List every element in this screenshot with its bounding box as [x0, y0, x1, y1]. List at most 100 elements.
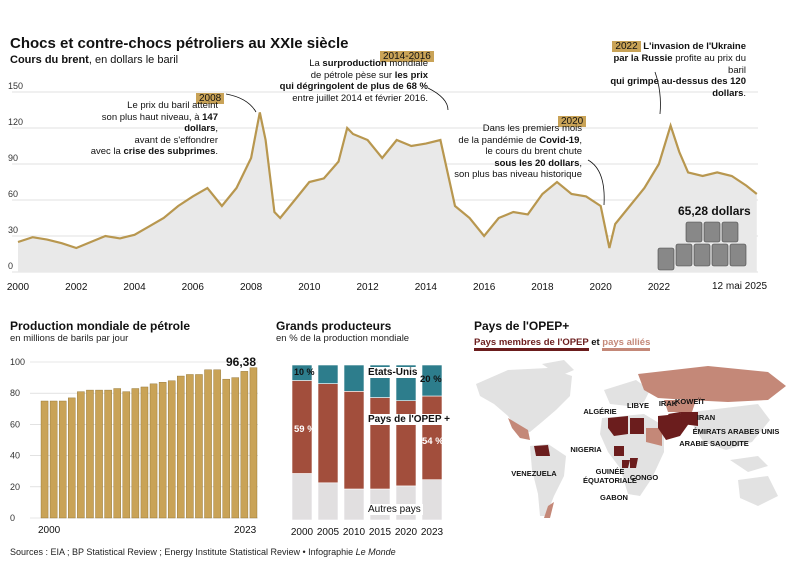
annotation-arrows [225, 71, 661, 206]
label-congo: CONGO [630, 473, 659, 482]
arrow-2020 [587, 159, 605, 206]
map-legend: Pays membres de l'OPEP et pays alliés [474, 337, 651, 351]
production-bar [204, 369, 212, 519]
iran [680, 412, 698, 426]
gabon [622, 460, 630, 468]
label-koweit: KOWEÏT [675, 397, 705, 406]
brent-xtick-label: 2014 [415, 282, 438, 293]
last-date-label: 12 mai 2025 [712, 281, 768, 292]
map-title: Pays de l'OPEP+ [474, 319, 570, 333]
tag-2008: 2008 [196, 88, 225, 106]
brent-area [18, 112, 757, 273]
argentina [544, 502, 554, 518]
brent-xtick-label: 2000 [7, 282, 30, 293]
production-bar [177, 375, 185, 519]
production-bar [158, 382, 167, 519]
production-bar [86, 389, 94, 519]
brent-ytick-label: 30 [8, 225, 18, 235]
brent-xtick-label: 2018 [531, 282, 554, 293]
producers-segment [317, 383, 339, 484]
production-chart: 0 20 40 60 80 100 [10, 357, 258, 523]
source-line: Sources : EIA ; BP Statistical Review ; … [10, 547, 396, 557]
label-arabie: ARABIE SAOUDITE [679, 439, 749, 448]
production-ytick-label: 0 [10, 513, 15, 523]
annotation-2008: Le prix du baril atteint son plus haut n… [90, 100, 218, 157]
nigeria [614, 446, 624, 456]
production-bar [186, 374, 194, 519]
production-bar [49, 400, 58, 519]
production-bar [167, 380, 176, 519]
production-bar [95, 389, 103, 519]
legend-us: Etats-Unis [366, 367, 420, 378]
producers-xtick-label: 2020 [395, 527, 418, 538]
arrow-2008 [225, 93, 257, 113]
producers-segment [343, 364, 365, 392]
brent-xtick-label: 2022 [648, 282, 671, 293]
producers-xtick-label: 2015 [369, 527, 392, 538]
sudan [646, 428, 662, 446]
algeria [608, 416, 628, 436]
world-map: ALGÉRIE LIBYE IRAK KOWEÏT IRAN ÉMIRATS A… [476, 360, 786, 518]
production-ytick-label: 80 [10, 388, 20, 398]
label-equatoriale: ÉQUATORIALE [583, 476, 637, 485]
annotation-2022: 2022 L'invasion de l'Ukraine par la Russ… [610, 41, 746, 99]
south-america [530, 444, 566, 516]
asia [692, 404, 770, 450]
production-bar [222, 378, 230, 519]
producers-segment [421, 364, 443, 397]
tag-2020: 2020 [558, 111, 587, 129]
production-bar [140, 386, 149, 519]
production-x-end: 2023 [234, 525, 257, 536]
brent-xtick-label: 2010 [298, 282, 321, 293]
producers-segment [369, 397, 391, 490]
brent-xtick-label: 2016 [473, 282, 496, 293]
brent-ytick-label: 150 [8, 81, 23, 91]
producers-segment [291, 364, 313, 381]
producers-segment [421, 479, 443, 521]
label-iran: IRAN [697, 413, 715, 422]
production-title: Production mondiale de pétrole [10, 319, 191, 333]
production-bar [131, 388, 140, 519]
brent-ytick-label: 120 [8, 117, 23, 127]
tag-2014: 2014-2016 [380, 46, 434, 64]
brent-xtick-label: 2006 [182, 282, 205, 293]
production-bar [249, 367, 258, 519]
label-us-2000: 10 % [294, 367, 315, 377]
label-emirats: ÉMIRATS ARABES UNIS [693, 427, 780, 436]
greenland [542, 360, 574, 376]
producers-xtick-label: 2010 [343, 527, 366, 538]
production-bar [149, 383, 158, 519]
production-ytick-label: 100 [10, 357, 25, 367]
mexico [508, 418, 530, 440]
producers-segment [343, 488, 365, 521]
indonesia [730, 456, 768, 472]
kazakhstan [664, 400, 696, 412]
brent-xtick-label: 2008 [240, 282, 263, 293]
barrels-icon [657, 221, 747, 271]
production-subtitle: en millions de barils par jour [10, 333, 129, 344]
production-bar [77, 391, 85, 519]
annotation-2020: Dans les premiers mois de la pandémie de… [454, 123, 582, 180]
iraq [668, 412, 682, 420]
production-ytick-label: 20 [10, 482, 20, 492]
north-america [476, 368, 572, 432]
brent-xtick-label: 2020 [590, 282, 613, 293]
brent-xtick-label: 2002 [65, 282, 88, 293]
production-bar [58, 400, 67, 519]
production-bar [195, 374, 203, 519]
brent-xtick-label: 2012 [356, 282, 379, 293]
arrow-2022 [654, 71, 661, 115]
production-bar [213, 369, 221, 519]
venezuela [534, 445, 550, 456]
label-opep-2000: 59 % [294, 424, 316, 435]
producers-xtick-label: 2005 [317, 527, 340, 538]
production-bar [240, 371, 249, 519]
russia [638, 366, 786, 402]
production-ytick-label: 40 [10, 451, 20, 461]
producers-segment [291, 473, 313, 521]
label-opep-2023: 54 % [422, 436, 444, 447]
label-nigeria: NIGERIA [570, 445, 602, 454]
label-guinee: GUINÉE [596, 467, 625, 476]
producers-subtitle: en % de la production mondiale [276, 333, 410, 344]
production-bar [122, 391, 131, 519]
